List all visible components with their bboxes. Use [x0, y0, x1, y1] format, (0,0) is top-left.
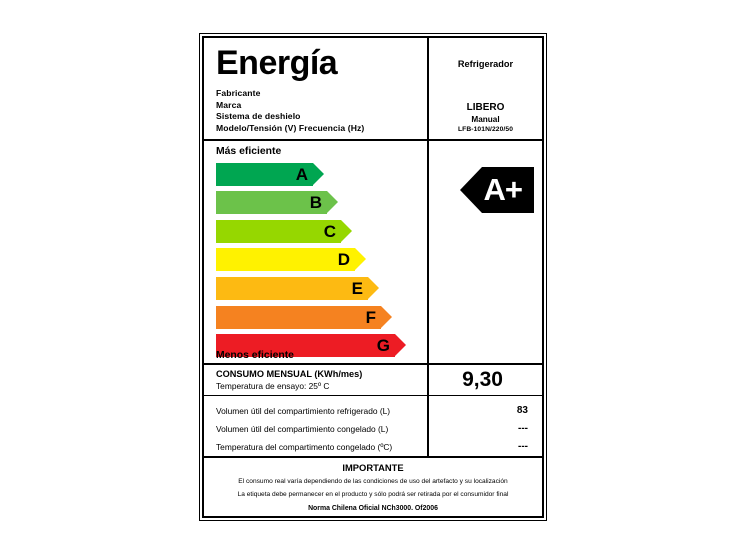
class-bar-d: D — [216, 248, 366, 272]
class-bar-a: A — [216, 162, 324, 186]
class-bar-list: A B C D E F G — [216, 162, 427, 360]
volumes-row: Volumen útil del compartimiento refriger… — [204, 396, 542, 458]
class-bar-row: C — [216, 219, 427, 245]
class-letter-e: E — [351, 279, 363, 299]
class-bar-f: F — [216, 305, 392, 329]
most-efficient-caption: Más eficiente — [216, 145, 282, 157]
class-bar-tip — [313, 162, 324, 185]
volume-label-frozen: Volumen útil del compartimiento congelad… — [216, 424, 389, 434]
efficiency-scale-bars: Más eficiente A B C D E F G Menos eficie… — [204, 140, 429, 363]
consumption-title: CONSUMO MENSUAL (KWh/mes) — [216, 368, 363, 379]
class-bar-row: G — [216, 334, 427, 359]
footer-note-consumption: El consumo real varía dependiendo de las… — [238, 478, 508, 485]
energy-label: Energía Fabricante Marca Sistema de desh… — [199, 33, 547, 521]
class-bar-tip — [368, 277, 379, 300]
brand-block: LIBERO Manual LFB-101N/220/50 — [429, 101, 542, 135]
volume-label-refrigerated: Volumen útil del compartimiento refriger… — [216, 406, 391, 416]
class-bar-tip — [341, 219, 352, 242]
efficiency-scale: Más eficiente A B C D E F G Menos eficie… — [204, 140, 542, 365]
consumption-value: 9,30 — [462, 368, 503, 392]
status-badge: A+ — [483, 172, 523, 208]
volume-label-frozen-temp: Temperatura del compartimento congelado … — [216, 442, 393, 452]
volumes-values: 83 --- --- — [429, 396, 542, 456]
class-bar-c: C — [216, 219, 352, 243]
label-footer: IMPORTANTE El consumo real varía dependi… — [204, 458, 542, 516]
page-title: Energía — [216, 44, 338, 82]
label-header-left: Energía Fabricante Marca Sistema de desh… — [204, 38, 429, 139]
brand-name: LIBERO — [466, 101, 505, 113]
footer-note-retention: La etiqueta debe permanecer en el produc… — [237, 491, 509, 498]
volume-value-frozen: --- — [518, 423, 528, 434]
class-bar-e: E — [216, 277, 379, 301]
class-bar-row: E — [216, 277, 427, 302]
class-bar-tip — [381, 305, 392, 328]
spec-label-list: Fabricante Marca Sistema de deshielo Mod… — [216, 88, 427, 134]
class-bar-row: B — [216, 191, 427, 216]
class-letter-b: B — [309, 193, 322, 213]
class-bar-b: B — [216, 191, 338, 215]
label-header-right: Refrigerador LIBERO Manual LFB-101N/220/… — [429, 38, 542, 139]
class-bar-row: F — [216, 305, 427, 331]
defrost-system: Manual — [471, 114, 500, 124]
monthly-consumption-row: CONSUMO MENSUAL (KWh/mes) Temperatura de… — [204, 364, 542, 396]
appliance-type: Refrigerador — [457, 59, 514, 69]
class-letter-d: D — [337, 250, 350, 270]
class-bar-row: A — [216, 162, 427, 188]
efficiency-rating-area: A+ — [429, 141, 542, 363]
monthly-consumption-value-cell: 9,30 — [429, 365, 542, 395]
least-efficient-caption: Menos eficiente — [216, 349, 294, 361]
model-code: LFB-101N/220/50 — [457, 125, 514, 133]
volume-value-refrigerated: 83 — [516, 405, 528, 416]
class-letter-f: F — [365, 307, 376, 327]
class-bar-tip — [355, 248, 366, 271]
spec-label-modelo: Modelo/Tensión (V) Frecuencia (Hz) — [216, 122, 365, 133]
rating-arrow-point — [459, 166, 482, 213]
spec-label-fabricante: Fabricante — [216, 88, 261, 98]
class-bar-row: D — [216, 248, 427, 273]
class-letter-c: C — [323, 221, 336, 241]
class-letter-g: G — [376, 336, 390, 356]
spec-label-marca: Marca — [216, 99, 242, 110]
energy-label-inner-frame: Energía Fabricante Marca Sistema de desh… — [202, 36, 544, 518]
footer-title: IMPORTANTE — [342, 462, 404, 473]
class-bar-g: G — [216, 334, 406, 358]
spec-label-deshielo: Sistema de deshielo — [216, 111, 301, 122]
volumes-labels: Volumen útil del compartimiento refriger… — [204, 396, 429, 456]
monthly-consumption-labels: CONSUMO MENSUAL (KWh/mes) Temperatura de… — [204, 364, 429, 395]
footer-norm: Norma Chilena Oficial NCh3000. Of2006 — [308, 505, 438, 512]
label-header: Energía Fabricante Marca Sistema de desh… — [204, 38, 542, 141]
class-bar-tip — [327, 191, 338, 214]
class-bar-tip — [395, 334, 406, 357]
volume-value-frozen-temp: --- — [518, 441, 528, 452]
rating-arrow-body: A+ — [481, 166, 534, 213]
rating-arrow-icon: A+ — [459, 166, 534, 213]
class-letter-a: A — [295, 164, 308, 184]
consumption-test-temperature: Temperatura de ensayo: 25º C — [216, 380, 330, 391]
